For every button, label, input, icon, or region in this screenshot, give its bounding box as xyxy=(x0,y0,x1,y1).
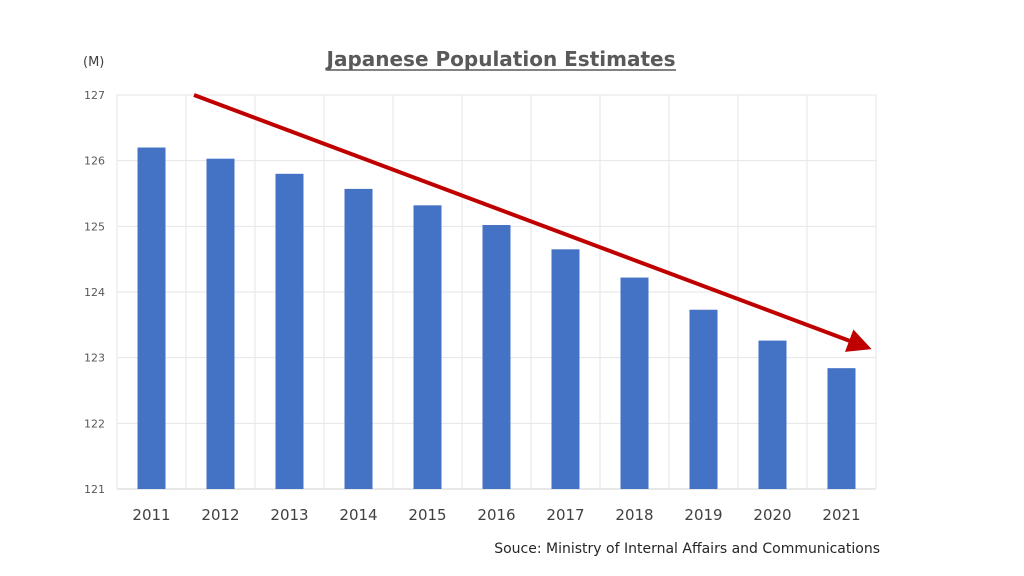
y-unit-label: (M) xyxy=(83,55,104,70)
y-tick-label: 126 xyxy=(84,155,105,168)
x-tick-label: 2013 xyxy=(270,506,308,524)
y-tick-label: 121 xyxy=(84,483,105,496)
x-tick-label: 2020 xyxy=(753,506,791,524)
source-note: Souce: Ministry of Internal Affairs and … xyxy=(494,541,880,557)
x-axis-ticks: 2011 2012 2013 2014 2015 2016 2017 2018 2019 2020… xyxy=(132,506,860,524)
bar-2017 xyxy=(551,249,580,489)
bars xyxy=(137,147,856,490)
y-tick-label: 123 xyxy=(84,352,105,365)
y-tick-label: 124 xyxy=(84,286,105,299)
bar-2020 xyxy=(758,340,787,489)
y-tick-label: 122 xyxy=(84,417,105,430)
x-tick-label: 2019 xyxy=(684,506,722,524)
bar-2014 xyxy=(344,188,373,490)
bar-2016 xyxy=(482,225,511,489)
x-tick-label: 2017 xyxy=(546,506,584,524)
chart-title: Japanese Population Estimates xyxy=(325,47,676,71)
x-tick-label: 2021 xyxy=(822,506,860,524)
y-tick-label: 127 xyxy=(84,89,105,102)
y-tick-label: 125 xyxy=(84,220,105,233)
bar-2015 xyxy=(413,205,442,489)
bar-2018 xyxy=(620,277,649,489)
bar-2019 xyxy=(689,309,718,489)
y-axis-ticks: 121 122 123 124 125 126 127 xyxy=(84,89,105,496)
trend-arrow xyxy=(193,93,872,352)
x-tick-label: 2014 xyxy=(339,506,377,524)
bar-2021 xyxy=(827,368,856,489)
bar-2011 xyxy=(137,147,166,490)
x-tick-label: 2018 xyxy=(615,506,653,524)
x-tick-label: 2011 xyxy=(132,506,170,524)
x-tick-label: 2015 xyxy=(408,506,446,524)
x-tick-label: 2016 xyxy=(477,506,515,524)
bar-2013 xyxy=(275,173,304,490)
x-tick-label: 2012 xyxy=(201,506,239,524)
bar-2012 xyxy=(206,158,235,490)
